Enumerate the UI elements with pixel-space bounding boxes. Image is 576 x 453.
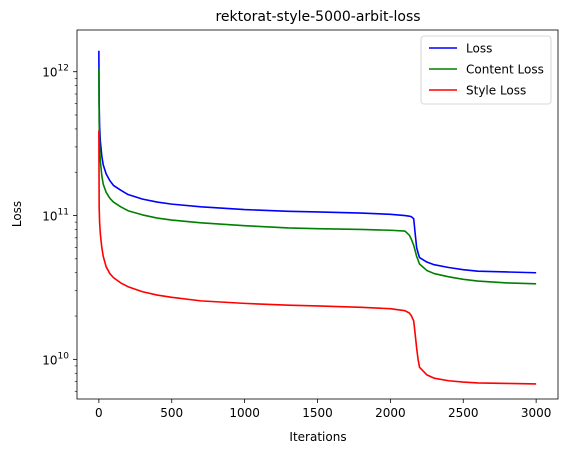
x-tick-label: 0 (95, 406, 103, 420)
x-tick-label: 2500 (448, 406, 479, 420)
y-tick-label: 1010 (42, 351, 69, 367)
y-tick-label: 1012 (42, 64, 69, 80)
y-tick-base: 10 (42, 66, 57, 80)
y-tick-exponent: 12 (58, 64, 69, 74)
chart-title: rektorat-style-5000-arbit-loss (215, 9, 420, 25)
x-tick-label: 1500 (302, 406, 333, 420)
series-line-1 (98, 68, 537, 285)
y-tick-base: 10 (42, 210, 57, 224)
legend: Loss Content Loss Style Loss (420, 35, 552, 105)
y-tick-exponent: 11 (58, 208, 69, 218)
x-tick-label: 500 (160, 406, 183, 420)
x-tick-label: 2000 (375, 406, 406, 420)
series-line-0 (98, 50, 537, 274)
series-layer (98, 50, 537, 385)
y-tick-exponent: 10 (58, 351, 70, 361)
legend-box (420, 35, 552, 105)
y-tick-label: 1011 (42, 208, 69, 224)
x-axis-label: Iterations (289, 430, 346, 444)
y-tick-base: 10 (42, 353, 57, 367)
series-line-2 (98, 130, 537, 385)
x-axis: 0 500 1000 1500 2000 2500 3000 (95, 399, 551, 420)
legend-label: Content Loss (466, 63, 544, 77)
legend-label: Style Loss (466, 84, 526, 98)
legend-label: Loss (466, 42, 492, 56)
y-axis-label: Loss (10, 201, 24, 227)
x-tick-label: 1000 (229, 406, 260, 420)
x-tick-label: 3000 (521, 406, 552, 420)
